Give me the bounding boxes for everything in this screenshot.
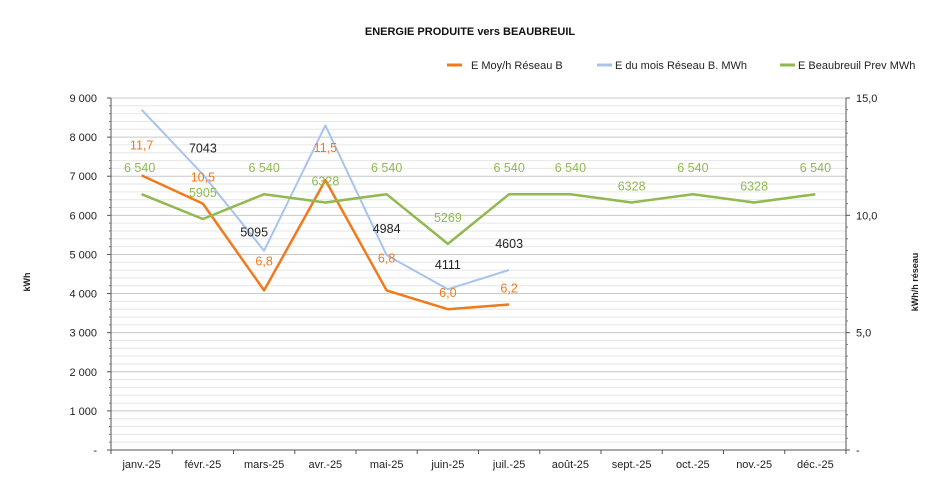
y-tick-label-left: - <box>93 445 97 457</box>
data-label: 5095 <box>240 226 268 240</box>
y-tick-label-left: 1 000 <box>69 406 97 418</box>
legend: E Moy/h Réseau B E du mois Réseau B. MWh E… <box>447 60 915 72</box>
data-label: 4111 <box>435 258 461 272</box>
data-label: 6328 <box>618 180 646 194</box>
data-labels: 11,7 10,5 6,8 11,5 6,8 6,0 6,2 7043 5095 4984 4111… <box>124 138 831 300</box>
data-label: 6,0 <box>439 286 456 300</box>
data-label: 6 540 <box>677 161 708 175</box>
legend-label: E Moy/h Réseau B <box>471 60 563 72</box>
grid <box>111 97 846 451</box>
x-tick-label: oct.-25 <box>676 459 710 471</box>
x-tick-label: mars-25 <box>244 459 284 471</box>
series-lines <box>140 109 816 311</box>
x-tick-label: août-25 <box>552 459 589 471</box>
x-tick-label: déc.-25 <box>797 459 834 471</box>
series-line <box>141 192 816 246</box>
data-label: 4603 <box>495 237 523 251</box>
axes: - 1 000 2 000 3 000 4 000 5 000 6 000 7 000 8 00… <box>69 93 877 471</box>
y-tick-label-left: 3 000 <box>69 328 97 340</box>
y-tick-label-left: 9 000 <box>69 93 97 105</box>
chart-title: ENERGIE PRODUITE vers BEAUBREUIL <box>365 26 576 38</box>
y-tick-label-left: 8 000 <box>69 132 97 144</box>
y-axis-title-left: kWh <box>22 273 32 292</box>
data-label: 6 540 <box>800 161 831 175</box>
data-label: 7043 <box>189 142 217 156</box>
y-axis-title-right: kWh/h réseau <box>910 253 920 312</box>
legend-label: E du mois Réseau B. MWh <box>615 60 747 72</box>
data-label: 6,8 <box>255 254 272 268</box>
x-tick-label: juin-25 <box>430 459 464 471</box>
data-label: 11,5 <box>314 141 337 155</box>
data-label: 6,2 <box>500 282 517 296</box>
legend-label: E Beaubreuil Prev MWh <box>798 60 915 72</box>
data-label: 10,5 <box>191 171 215 185</box>
x-tick-label: févr.-25 <box>185 459 222 471</box>
data-label: 6 540 <box>555 161 586 175</box>
x-tick-label: juil.-25 <box>492 459 525 471</box>
y-tick-label-left: 5 000 <box>69 249 97 261</box>
y-tick-label-right: 10,0 <box>856 210 877 222</box>
data-label: 6 540 <box>248 161 279 175</box>
data-label: 6,8 <box>378 251 395 265</box>
series-line <box>141 174 510 311</box>
data-label: 6 540 <box>371 161 402 175</box>
x-tick-label: sept.-25 <box>612 459 652 471</box>
data-label: 6328 <box>740 180 768 194</box>
data-label: 6 540 <box>493 161 524 175</box>
x-tick-label: mai-25 <box>370 459 404 471</box>
y-tick-label-right: 15,0 <box>856 93 877 105</box>
y-tick-label-left: 2 000 <box>69 367 97 379</box>
data-label: 6 540 <box>124 161 155 175</box>
data-label: 5905 <box>189 186 217 200</box>
y-tick-label-left: 6 000 <box>69 210 97 222</box>
y-tick-label-left: 4 000 <box>69 289 97 301</box>
x-tick-label: nov.-25 <box>736 459 772 471</box>
data-label: 5269 <box>434 211 462 225</box>
x-tick-label: janv.-25 <box>121 459 160 471</box>
series-line <box>140 109 510 291</box>
y-tick-label-left: 7 000 <box>69 171 97 183</box>
x-tick-label: avr.-25 <box>309 459 343 471</box>
data-label: 11,7 <box>130 138 153 152</box>
y-tick-label-right: 5,0 <box>856 328 871 340</box>
y-tick-label-right: - <box>856 445 860 457</box>
data-label: 4984 <box>373 222 401 236</box>
data-label: 6328 <box>311 175 339 189</box>
